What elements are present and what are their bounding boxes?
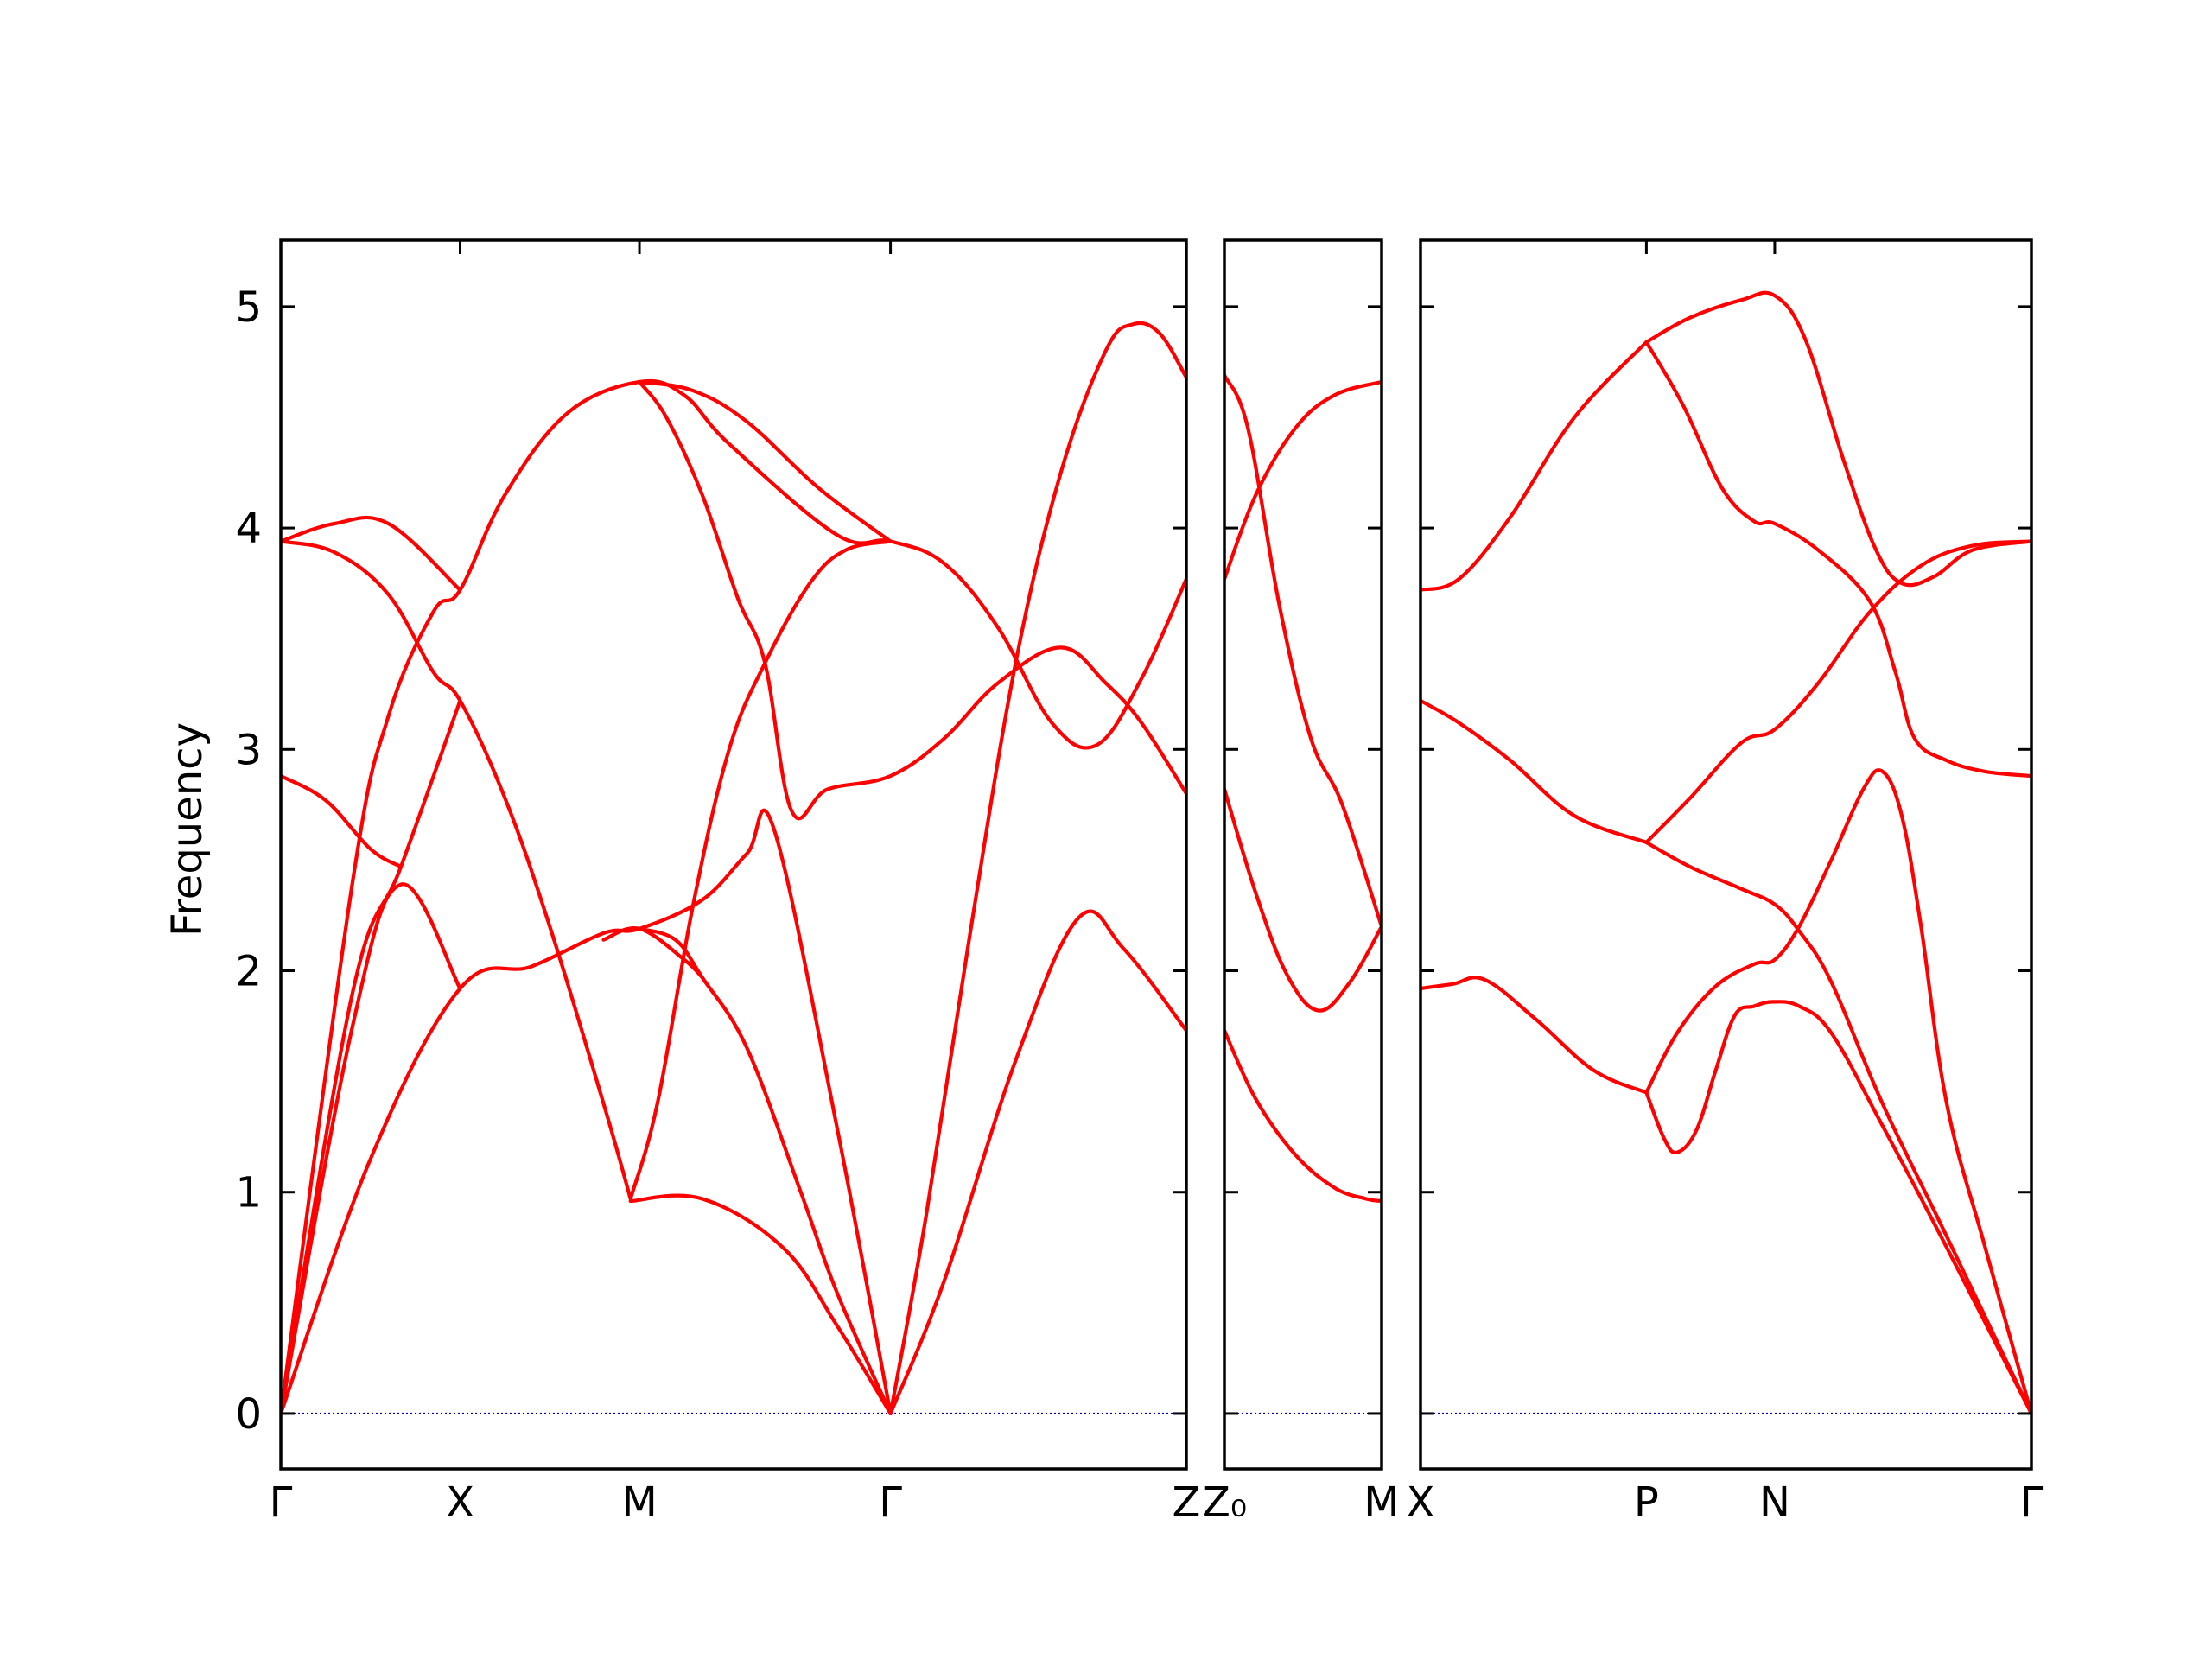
panel-frame [279, 238, 1188, 1471]
y-tick-label: 5 [235, 283, 262, 332]
band-line-3 [1644, 768, 2031, 1415]
band-line-8 [628, 539, 893, 1201]
y-tick-label: 0 [235, 1390, 262, 1439]
band-line-12 [888, 321, 1186, 1415]
band-line-13 [637, 926, 893, 1415]
x-tick-label: Γ [879, 1478, 902, 1527]
bands-group [1421, 290, 2031, 1415]
band-line-6 [1644, 840, 2031, 1415]
panel-2: Z₀ M [1202, 238, 1400, 1527]
y-axis-label: Frequency [163, 722, 212, 937]
x-tick-label: Γ [270, 1478, 293, 1527]
x-tick-label: P [1634, 1478, 1659, 1527]
band-line-6 [281, 515, 462, 592]
band-line-1 [281, 808, 893, 1415]
panel-frame [1223, 238, 1383, 1471]
band-line-4 [1224, 379, 1382, 582]
band-line-7 [1421, 340, 1649, 592]
bands-group [281, 321, 1186, 1415]
band-line-4 [281, 773, 404, 869]
x-tick-label: N [1759, 1478, 1790, 1527]
band-line-9 [1644, 290, 2031, 588]
panel-frame [1419, 238, 2033, 1471]
band-line-11 [888, 909, 1186, 1415]
band-line-15 [601, 925, 704, 980]
band-line-14 [637, 379, 893, 543]
band-line-7 [281, 539, 632, 1201]
band-line-10 [628, 1193, 893, 1415]
x-tick-label: Γ [2020, 1478, 2044, 1527]
x-tick-label: X [446, 1478, 474, 1527]
x-tick-label: Z [1173, 1478, 1201, 1527]
y-tick-label: 1 [235, 1169, 262, 1217]
y-tick-label: 4 [235, 505, 262, 553]
x-tick-label: Z₀ [1202, 1478, 1247, 1527]
band-line-1 [1421, 976, 1649, 1095]
band-line-1 [1224, 1028, 1382, 1204]
band-line-9 [637, 379, 1186, 821]
x-tick-label: M [1363, 1478, 1399, 1527]
x-tick-label: M [621, 1478, 657, 1527]
bands-group [1224, 373, 1382, 1204]
band-line-8 [1644, 340, 2031, 779]
band-line-4 [1421, 698, 1649, 844]
panel-1: 0 1 2 3 4 5 Γ X M Γ Z [235, 238, 1201, 1527]
y-tick-label: 3 [235, 726, 262, 774]
band-line-2 [281, 882, 462, 1415]
band-line-3 [1224, 373, 1382, 929]
y-tick-label: 2 [235, 948, 262, 996]
band-line-5 [1644, 539, 2031, 844]
band-line-2 [1224, 787, 1382, 1013]
band-line-3 [281, 698, 462, 1415]
x-tick-label: X [1407, 1478, 1435, 1527]
band-line-2 [1644, 1000, 2031, 1415]
